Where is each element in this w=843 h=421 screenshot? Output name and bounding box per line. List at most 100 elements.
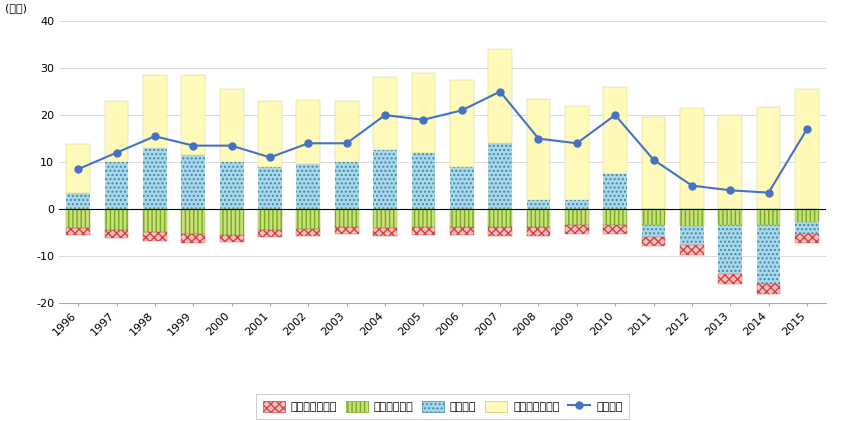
- Bar: [67, 209, 90, 228]
- Bar: [258, 230, 282, 237]
- Bar: [373, 150, 397, 209]
- Bar: [297, 99, 320, 165]
- Bar: [527, 99, 550, 200]
- Bar: [105, 209, 128, 230]
- Bar: [258, 167, 282, 209]
- Bar: [67, 193, 90, 209]
- Bar: [258, 167, 282, 209]
- Bar: [488, 143, 512, 209]
- Bar: [105, 162, 128, 209]
- Bar: [143, 232, 167, 241]
- Bar: [297, 209, 320, 229]
- Bar: [181, 234, 205, 243]
- Bar: [181, 75, 205, 155]
- Bar: [757, 225, 781, 284]
- Bar: [527, 209, 550, 227]
- Bar: [718, 225, 742, 274]
- Bar: [642, 237, 665, 246]
- Bar: [220, 209, 244, 235]
- Bar: [757, 284, 781, 294]
- Bar: [450, 167, 474, 209]
- Bar: [450, 209, 474, 227]
- Bar: [604, 225, 627, 234]
- Bar: [642, 225, 665, 237]
- Bar: [604, 174, 627, 209]
- Bar: [527, 200, 550, 209]
- Bar: [680, 245, 704, 255]
- Bar: [565, 200, 588, 209]
- Bar: [450, 227, 474, 235]
- Bar: [718, 115, 742, 209]
- Bar: [335, 227, 358, 234]
- Bar: [373, 209, 397, 228]
- Legend: 第二次所得収支, サービス収支, 貿易収支, 第一次所得収支, 経常収支: 第二次所得収支, サービス収支, 貿易収支, 第一次所得収支, 経常収支: [256, 394, 629, 419]
- Bar: [757, 225, 781, 284]
- Bar: [642, 209, 665, 225]
- Bar: [335, 162, 358, 209]
- Bar: [795, 209, 819, 222]
- Bar: [450, 80, 474, 167]
- Bar: [373, 209, 397, 228]
- Bar: [297, 209, 320, 229]
- Bar: [565, 209, 588, 225]
- Bar: [604, 225, 627, 234]
- Bar: [488, 209, 512, 227]
- Bar: [411, 227, 435, 235]
- Bar: [143, 148, 167, 209]
- Bar: [105, 209, 128, 230]
- Bar: [450, 209, 474, 227]
- Bar: [181, 155, 205, 209]
- Bar: [411, 227, 435, 235]
- Bar: [718, 209, 742, 225]
- Bar: [488, 227, 512, 236]
- Bar: [67, 144, 90, 193]
- Bar: [527, 227, 550, 236]
- Bar: [220, 89, 244, 162]
- Bar: [680, 226, 704, 245]
- Bar: [373, 228, 397, 236]
- Bar: [335, 162, 358, 209]
- Bar: [565, 106, 588, 200]
- Bar: [411, 209, 435, 227]
- Bar: [67, 228, 90, 235]
- Bar: [220, 235, 244, 242]
- Bar: [642, 237, 665, 246]
- Bar: [680, 108, 704, 209]
- Bar: [181, 209, 205, 234]
- Bar: [757, 284, 781, 294]
- Bar: [181, 234, 205, 243]
- Bar: [680, 226, 704, 245]
- Bar: [105, 230, 128, 238]
- Bar: [335, 209, 358, 227]
- Text: (兆円): (兆円): [5, 3, 27, 13]
- Bar: [718, 225, 742, 274]
- Bar: [527, 200, 550, 209]
- Bar: [67, 228, 90, 235]
- Bar: [527, 227, 550, 236]
- Bar: [718, 274, 742, 284]
- Bar: [527, 209, 550, 227]
- Bar: [411, 153, 435, 209]
- Bar: [258, 230, 282, 237]
- Bar: [335, 227, 358, 234]
- Bar: [297, 165, 320, 209]
- Bar: [220, 235, 244, 242]
- Bar: [795, 234, 819, 243]
- Bar: [258, 101, 282, 167]
- Bar: [450, 167, 474, 209]
- Bar: [143, 148, 167, 209]
- Bar: [488, 143, 512, 209]
- Bar: [680, 245, 704, 255]
- Bar: [488, 49, 512, 143]
- Bar: [604, 87, 627, 174]
- Bar: [604, 209, 627, 225]
- Bar: [718, 274, 742, 284]
- Bar: [67, 209, 90, 228]
- Bar: [105, 230, 128, 238]
- Bar: [411, 209, 435, 227]
- Bar: [565, 225, 588, 234]
- Bar: [67, 193, 90, 209]
- Bar: [335, 101, 358, 162]
- Bar: [795, 222, 819, 234]
- Bar: [143, 232, 167, 241]
